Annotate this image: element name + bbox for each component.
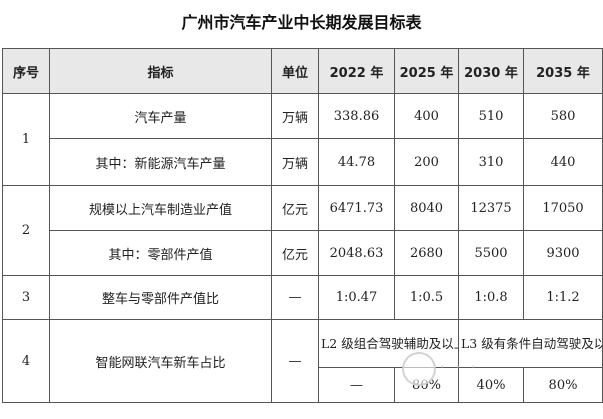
unit-cell: 万辆 (271, 93, 319, 139)
value-2022: 6471.73 (318, 185, 395, 231)
header-unit: 单位 (271, 48, 319, 94)
header-2030: 2030 年 (458, 48, 524, 94)
table-row: 2 规模以上汽车制造业产值 亿元 6471.73 8040 12375 1705… (2, 185, 603, 276)
table-row: 其中：新能源汽车产量 万辆 44.78 200 310 440 (3, 138, 603, 186)
value-2022: 44.78 (318, 138, 395, 186)
value-2022: 338.86 (318, 93, 395, 139)
unit-cell: 亿元 (271, 185, 319, 231)
value-2030: 1:0.8 (458, 275, 524, 320)
header-2022: 2022 年 (318, 48, 395, 94)
unit-cell: — (271, 319, 319, 403)
value-2030: 12375 (458, 185, 524, 231)
header-no: 序号 (2, 48, 50, 94)
value-2025: 200 (394, 138, 459, 186)
table-row: 其中：零部件产值 亿元 2048.63 2680 5500 9300 (3, 230, 603, 276)
header-2025: 2025 年 (394, 48, 459, 94)
value-2035: 80% (523, 367, 603, 403)
row-number: 1 (2, 93, 50, 186)
value-2025: 8040 (394, 185, 459, 231)
value-2035: 17050 (523, 185, 603, 231)
goals-table: 序号 指标 单位 2022 年 2025 年 2030 年 2035 年 1 汽… (2, 48, 603, 403)
indicator-cell: 整车与零部件产值比 (49, 275, 272, 320)
table-row: 4 智能网联汽车新车占比 — L2 级组合驾驶辅助及以上水平 L3 级有条件自动… (2, 319, 603, 403)
unit-cell: — (271, 275, 319, 320)
level-note-2030: L3 级有条件自动驾驶及以上水平 (458, 319, 603, 368)
level-note-2025: L2 级组合驾驶辅助及以上水平 (318, 319, 459, 368)
header-row: 序号 指标 单位 2022 年 2025 年 2030 年 2035 年 (2, 48, 603, 94)
value-2022: — (318, 367, 395, 403)
table-title: 广州市汽车产业中长期发展目标表 (181, 13, 422, 32)
row-number: 4 (2, 319, 50, 403)
indicator-cell: 其中：零部件产值 (49, 230, 272, 276)
value-2022: 2048.63 (318, 230, 395, 276)
indicator-cell: 智能网联汽车新车占比 (49, 319, 272, 403)
value-2030: 510 (458, 93, 524, 139)
value-2035: 440 (523, 138, 603, 186)
table-row: 1 汽车产量 万辆 338.86 400 510 580 (2, 93, 603, 186)
value-2035: 9300 (523, 230, 603, 276)
unit-cell: 亿元 (271, 230, 319, 276)
value-2035: 580 (523, 93, 603, 139)
value-2025: 2680 (394, 230, 459, 276)
indicator-cell: 汽车产量 (49, 93, 272, 139)
value-2025: 1:0.5 (394, 275, 459, 320)
header-2035: 2035 年 (523, 48, 603, 94)
header-indicator: 指标 (49, 48, 272, 94)
table-row: 3 整车与零部件产值比 — 1:0.47 1:0.5 1:0.8 1:1.2 (2, 275, 603, 320)
watermark-logo (402, 352, 436, 386)
indicator-cell: 规模以上汽车制造业产值 (49, 185, 272, 231)
unit-cell: 万辆 (271, 138, 319, 186)
value-2030: 310 (458, 138, 524, 186)
value-2030: 5500 (458, 230, 524, 276)
table-row: — 80% 40% 80% (3, 367, 603, 403)
indicator-cell: 其中：新能源汽车产量 (49, 138, 272, 186)
row-number: 2 (2, 185, 50, 276)
value-2022: 1:0.47 (318, 275, 395, 320)
value-2035: 1:1.2 (523, 275, 603, 320)
value-2025: 400 (394, 93, 459, 139)
watermark-glyphs: · · · (440, 358, 479, 376)
row-number: 3 (2, 275, 50, 320)
